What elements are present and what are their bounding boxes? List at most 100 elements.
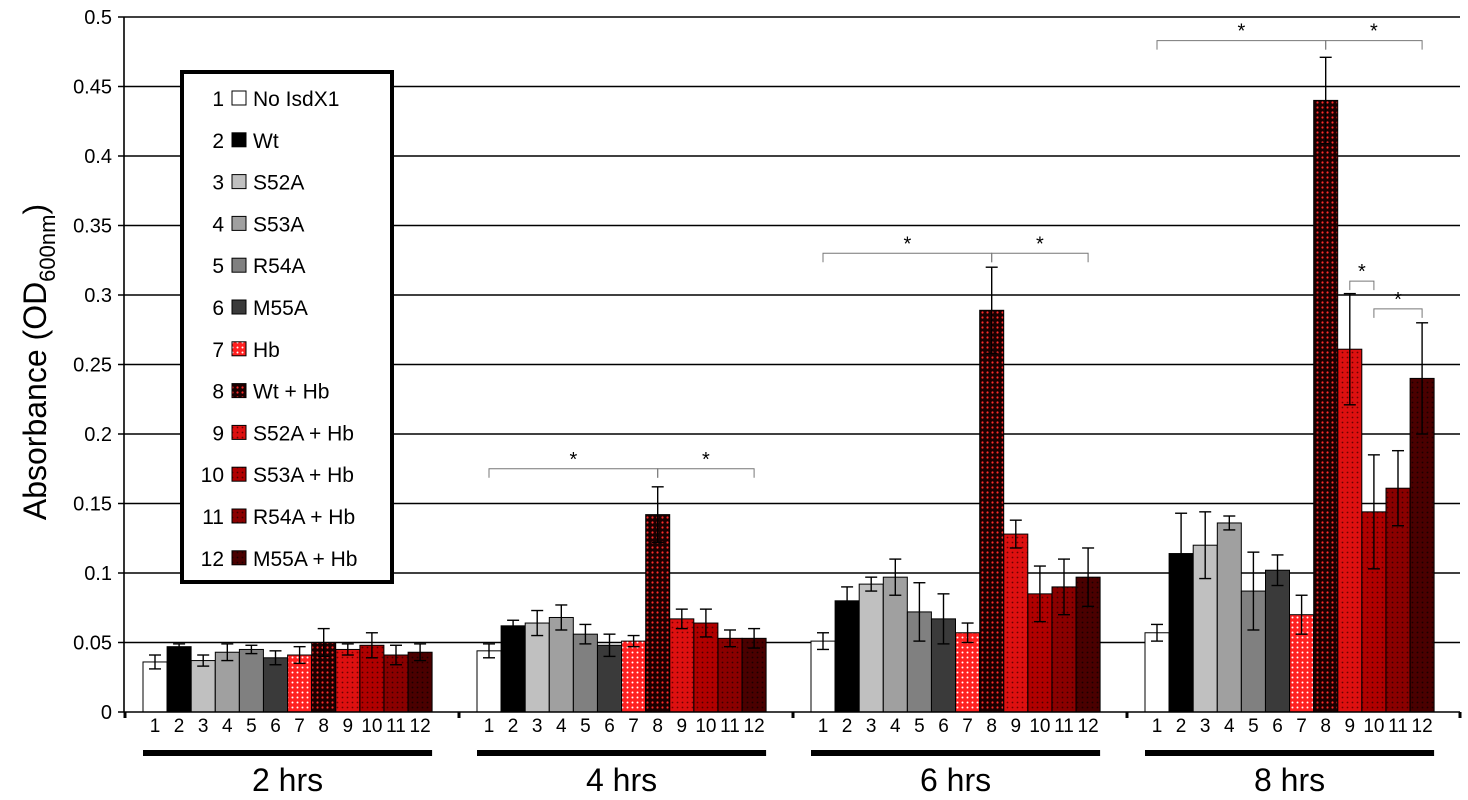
bar [190, 660, 216, 713]
significance-star: * [1370, 21, 1378, 43]
bar [572, 633, 598, 713]
x-tick-label: 4 [222, 716, 233, 737]
error-bars [149, 56, 1429, 670]
legend-number: 2 [212, 130, 224, 153]
x-tick-label: 1 [484, 716, 495, 737]
x-tick-label: 11 [1388, 716, 1408, 737]
x-tick-label: 1 [818, 716, 829, 737]
legend-number: 5 [212, 255, 224, 278]
significance-star: * [569, 449, 577, 471]
legend-label: Hb [253, 339, 280, 362]
y-tick-label: 0.3 [84, 285, 112, 307]
x-tick-label: 9 [343, 716, 354, 737]
x-tick-label: 2 [174, 716, 185, 737]
legend-label: S52A + Hb [253, 422, 354, 445]
x-tick-label: 4 [556, 716, 567, 737]
x-tick-label: 6 [604, 716, 615, 737]
bar [717, 637, 743, 713]
y-tick-label: 0.5 [84, 7, 112, 29]
x-axis-ticks: 1 2 3 4 5 6 7 8 9 10 11 12 1 2 3 4 5 6 7 8 9 10 11 12 1 2 3 4 5 6 7 8 9 1… [150, 716, 1433, 737]
group-label: 6 hrs [920, 762, 991, 798]
y-tick-label: 0.05 [73, 633, 112, 655]
bar [1003, 533, 1029, 713]
x-tick-label: 12 [1078, 716, 1099, 737]
x-tick-label: 7 [294, 716, 305, 737]
bar [693, 622, 719, 713]
legend-box [180, 70, 394, 584]
bar [882, 576, 908, 713]
x-tick-label: 8 [318, 716, 329, 737]
significance-bracket [991, 252, 1089, 263]
x-tick-label: 8 [1320, 716, 1331, 737]
legend-swatch [231, 424, 247, 440]
x-tick-label: 6 [1272, 716, 1283, 737]
legend-label: M55A + Hb [253, 548, 357, 571]
y-tick-label: 0.1 [84, 563, 112, 585]
group-underline [477, 750, 767, 756]
legend-number: 6 [212, 297, 224, 320]
significance-star: * [1036, 233, 1044, 255]
y-tick-label: 0.45 [73, 77, 112, 99]
x-tick-label: 6 [270, 716, 281, 737]
significance-bracket [1373, 308, 1423, 318]
y-tick-label: 0.2 [84, 424, 112, 446]
bar [1313, 99, 1339, 713]
axes [123, 17, 1462, 718]
group-underline [143, 750, 433, 756]
x-tick-label: 4 [1224, 716, 1235, 737]
bar [238, 648, 264, 713]
significance-star: * [903, 233, 911, 255]
x-tick-label: 3 [1200, 716, 1211, 737]
legend-swatch [231, 550, 247, 566]
x-tick-label: 9 [1011, 716, 1022, 737]
x-tick-label: 1 [1152, 716, 1163, 737]
bar [263, 657, 288, 713]
x-tick-label: 4 [890, 716, 901, 737]
x-tick-label: 3 [532, 716, 543, 737]
legend-label: S52A [253, 172, 304, 195]
significance-star: * [702, 449, 710, 471]
legend-label: S53A + Hb [253, 464, 354, 487]
x-tick-label: 12 [1412, 716, 1433, 737]
y-tick-label: 0.15 [73, 494, 112, 516]
group-label: 8 hrs [1254, 762, 1325, 798]
bar [335, 648, 361, 713]
legend-label: M55A [253, 297, 308, 320]
group-labels: 2 hrs 4 hrs 6 hrs 8 hrs [143, 750, 1435, 798]
bar [810, 640, 836, 713]
y-axis-label: Absorbance (OD600nm) [17, 204, 60, 520]
x-tick-label: 5 [1248, 716, 1259, 737]
y-tick-label: 0.4 [84, 146, 112, 168]
legend-swatch [231, 257, 247, 273]
legend-swatch [231, 132, 247, 148]
x-tick-label: 12 [410, 716, 431, 737]
legend-number: 8 [212, 381, 224, 404]
legend-swatch [231, 341, 247, 357]
legend-number: 7 [212, 339, 224, 362]
group-underline [1145, 750, 1435, 756]
group-label: 2 hrs [252, 762, 323, 798]
bar [476, 650, 502, 713]
x-tick-label: 10 [695, 716, 716, 737]
x-tick-label: 8 [986, 716, 997, 737]
legend-number: 11 [202, 506, 224, 529]
x-tick-label: 2 [842, 716, 853, 737]
bar [834, 600, 860, 713]
x-tick-label: 5 [246, 716, 257, 737]
bar [979, 309, 1005, 713]
x-tick-label: 7 [962, 716, 973, 737]
legend-swatch [231, 90, 247, 106]
legend-swatch [231, 215, 247, 231]
y-tick-label: 0.25 [73, 355, 112, 377]
legend-label: Wt [253, 130, 279, 153]
legend-label: S53A [253, 213, 304, 236]
legend-swatch [231, 466, 247, 482]
x-tick-label: 11 [720, 716, 740, 737]
x-tick-label: 8 [652, 716, 663, 737]
group-underline [811, 750, 1101, 756]
bar [1144, 632, 1170, 713]
legend-number: 10 [201, 464, 224, 487]
x-tick-label: 10 [1029, 716, 1050, 737]
x-tick-label: 7 [628, 716, 639, 737]
